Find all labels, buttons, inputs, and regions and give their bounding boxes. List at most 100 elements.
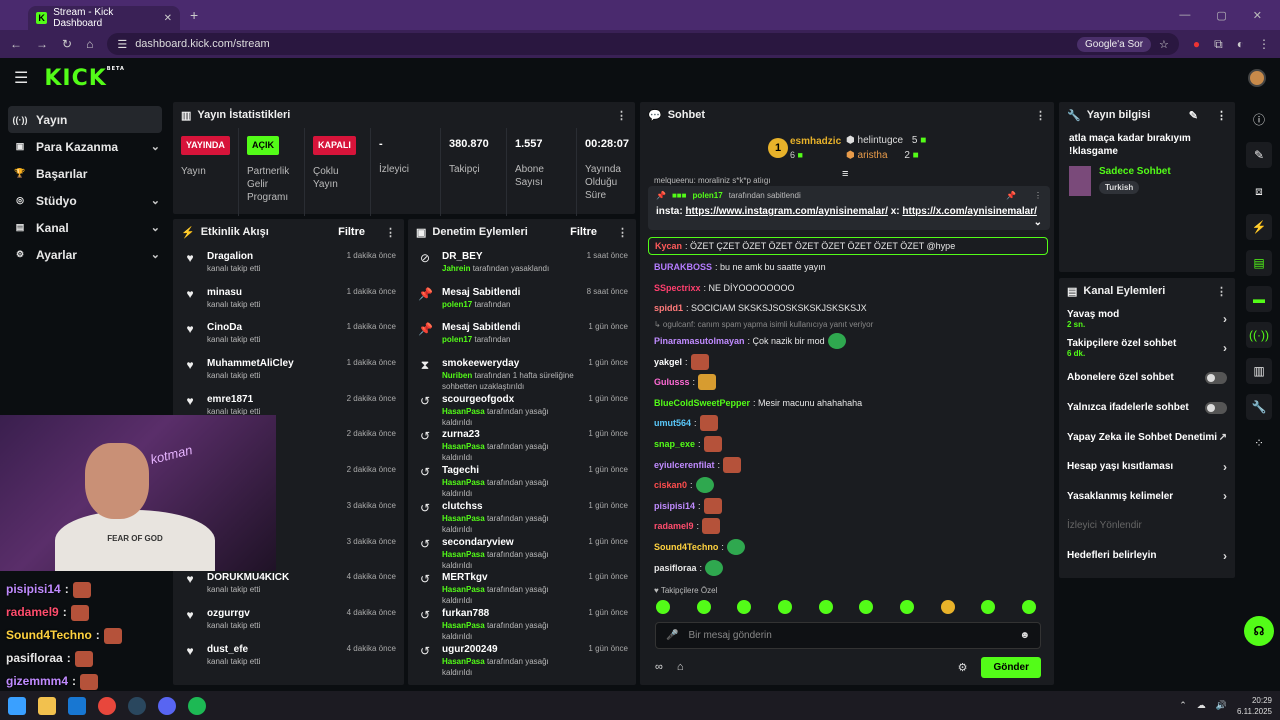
moderation-target[interactable]: Tagechi xyxy=(442,465,480,477)
leader-third-name[interactable]: aristha xyxy=(857,150,888,161)
pinned-link-instagram[interactable]: https://www.instagram.com/aynisinemalar/ xyxy=(685,206,888,217)
emote-button[interactable] xyxy=(777,600,792,614)
chevron-right-icon[interactable]: › xyxy=(1223,341,1227,356)
pinned-link-x[interactable]: https://x.com/aynisinemalar/ xyxy=(902,206,1037,217)
moderation-target[interactable]: Mesaj Sabitlendi xyxy=(442,322,521,334)
emote-button[interactable] xyxy=(940,600,955,614)
toggle-switch[interactable] xyxy=(1205,371,1227,384)
moderation-row[interactable]: ↺ furkan788 HasanPasa tarafından yasağı ka… xyxy=(408,602,636,641)
language-tag[interactable]: Turkish xyxy=(1099,181,1140,194)
external-link-icon[interactable]: ↗ xyxy=(1218,431,1227,443)
activity-username[interactable]: CinoDa xyxy=(207,322,242,334)
channel-action-item[interactable]: Hedefleri belirleyin › xyxy=(1059,541,1235,571)
chat-username[interactable]: spidd1 xyxy=(654,303,684,314)
emote-button[interactable] xyxy=(737,600,752,614)
send-button[interactable]: Gönder xyxy=(981,656,1041,678)
apps-icon[interactable]: ⁘ xyxy=(1253,436,1265,450)
chat-username[interactable]: pasifloraa xyxy=(654,562,697,573)
activity-username[interactable]: DORUKMU4KICK xyxy=(207,572,290,584)
chat-username[interactable]: Pinaramasutolmayan xyxy=(654,336,745,347)
chat-message[interactable]: Kycan: ÖZET ÇZET ÖZET ÖZET ÖZET ÖZET ÖZE… xyxy=(648,237,1048,255)
chat-username[interactable]: SSpectrixx xyxy=(654,282,701,293)
chat-message[interactable]: yakgel: xyxy=(648,351,1048,372)
moderation-row[interactable]: ↺ clutchss HasanPasa tarafından yasağı kal… xyxy=(408,495,636,534)
edit-icon[interactable]: ✎ xyxy=(1188,109,1198,122)
chat-username[interactable]: yakgel xyxy=(654,356,683,367)
forward-icon[interactable]: → xyxy=(36,37,48,51)
moderator-name[interactable]: Nuriben xyxy=(442,371,473,381)
chat-username[interactable]: snap_exe xyxy=(654,439,696,450)
channel-actions-more-icon[interactable]: ⋮ xyxy=(1216,285,1227,298)
moderator-name[interactable]: polen17 xyxy=(442,335,473,345)
moderation-target[interactable]: secondaryview xyxy=(442,536,514,548)
moderation-row[interactable]: ↺ secondaryview HasanPasa tarafından yasağ… xyxy=(408,531,636,570)
tab-close-icon[interactable]: ✕ xyxy=(163,12,172,24)
moderation-target[interactable]: smokeeweryday xyxy=(442,358,520,370)
chat-message[interactable]: eyiulcerenfilat: xyxy=(648,454,1048,475)
chat-message[interactable]: pisipisi14: xyxy=(648,496,1048,517)
points-icon[interactable]: ∞ xyxy=(655,661,663,673)
chat-username[interactable]: pisipisi14 xyxy=(654,500,696,511)
chat-username[interactable]: BURAKBOSS xyxy=(654,262,713,273)
activity-username[interactable]: dust_efe xyxy=(207,643,249,655)
moderator-name[interactable]: HasanPasa xyxy=(442,656,485,666)
crop-icon[interactable]: ⧈ xyxy=(1255,183,1263,198)
site-info-icon[interactable]: ☰ xyxy=(117,38,128,51)
volume-icon[interactable]: 🔊 xyxy=(1215,700,1227,710)
channel-action-item[interactable]: Takipçilere özel sohbet 6 dk. › xyxy=(1059,334,1235,364)
sidebar-item-studio[interactable]: ◎ Stüdyo ⌄ xyxy=(0,187,170,214)
toggle-switch[interactable] xyxy=(1205,401,1227,414)
chevron-right-icon[interactable]: › xyxy=(1223,489,1227,504)
chat-message[interactable]: BURAKBOSS: bu ne amk bu saatte yayın xyxy=(648,257,1048,278)
chat-username[interactable]: Kycan xyxy=(655,241,683,251)
pencil-icon[interactable]: ✎ xyxy=(1246,142,1272,168)
moderation-target[interactable]: zurna23 xyxy=(442,429,480,441)
pinned-by[interactable]: polen17 xyxy=(692,191,723,200)
collapse-chevron-icon[interactable]: ≡ xyxy=(842,168,849,180)
moderation-target[interactable]: clutchss xyxy=(442,500,483,512)
chat-message[interactable]: snap_exe: xyxy=(648,434,1048,455)
chevron-down-icon[interactable]: ⌄ xyxy=(150,195,160,207)
moderation-target[interactable]: ugur200249 xyxy=(442,643,498,655)
moderator-name[interactable]: HasanPasa xyxy=(442,585,485,595)
chat-message[interactable]: spidd1: SOCICIAM SKSKSJSOSKSKSKJSKSKSJX xyxy=(648,298,1048,319)
emoji-picker-icon[interactable]: ☻ xyxy=(1019,630,1030,641)
emote-button[interactable] xyxy=(899,600,914,614)
chevron-down-icon[interactable]: ⌄ xyxy=(150,222,160,234)
sidebar-item-settings[interactable]: ⚙ Ayarlar ⌄ xyxy=(0,241,170,268)
network-icon[interactable]: ☁ xyxy=(1196,700,1206,710)
reload-icon[interactable]: ↻ xyxy=(62,37,73,51)
info-icon[interactable]: ⓘ xyxy=(1252,112,1265,127)
moderation-row[interactable]: ↺ scourgeofgodx HasanPasa tarafından yasağ… xyxy=(408,388,636,427)
windows-start-icon[interactable] xyxy=(8,696,26,715)
chat-message[interactable]: Sound4Techno: xyxy=(648,537,1048,558)
category-thumbnail[interactable] xyxy=(1069,166,1091,196)
emote-button[interactable] xyxy=(696,600,711,614)
moderation-row[interactable]: 📌 Mesaj Sabitlendi polen17 tarafından 8 saa… xyxy=(408,281,636,317)
moderator-name[interactable]: HasanPasa xyxy=(442,513,485,523)
activity-filter-button[interactable]: Filtre xyxy=(338,226,365,238)
chat-username[interactable]: umut564 xyxy=(654,418,692,429)
window-close-icon[interactable]: ✕ xyxy=(1252,9,1262,22)
moderator-name[interactable]: HasanPasa xyxy=(442,478,485,488)
unpin-icon[interactable]: 📌 xyxy=(1006,191,1016,200)
stream-info-more-icon[interactable]: ⋮ xyxy=(1216,109,1227,122)
back-icon[interactable]: ← xyxy=(10,37,22,51)
tray-chevron-icon[interactable]: ⌃ xyxy=(1179,700,1187,710)
activity-username[interactable]: Dragalion xyxy=(207,251,254,262)
moderation-row[interactable]: ⊘ DR_BEY Jahrein tarafından yasaklandı 1 sa… xyxy=(408,245,636,281)
category-name[interactable]: Sadece Sohbet xyxy=(1099,166,1171,177)
moderation-target[interactable]: Mesaj Sabitlendi xyxy=(442,286,521,298)
lightning-icon[interactable]: ⚡ xyxy=(1246,214,1272,240)
leader-first-name[interactable]: esmhadzic xyxy=(790,136,842,147)
steam-icon[interactable] xyxy=(128,696,146,715)
chat-message[interactable]: Pinaramasutolmayan: Çok nazik bir mod xyxy=(648,331,1048,352)
google-sor-button[interactable]: Google'a Sor xyxy=(1076,36,1152,52)
channel-action-item[interactable]: Yasaklanmış kelimeler › xyxy=(1059,482,1235,512)
moderation-filter-button[interactable]: Filtre xyxy=(570,226,597,238)
pinned-expand-icon[interactable]: ⌄ xyxy=(1033,217,1042,228)
activity-row[interactable]: ♥ emre1871 kanalı takip etti 2 dakika önce xyxy=(173,388,404,424)
activity-row[interactable]: ♥ CinoDa kanalı takip etti 1 dakika önce xyxy=(173,316,404,352)
user-avatar[interactable] xyxy=(1248,69,1266,87)
moderator-name[interactable]: HasanPasa xyxy=(442,442,485,452)
